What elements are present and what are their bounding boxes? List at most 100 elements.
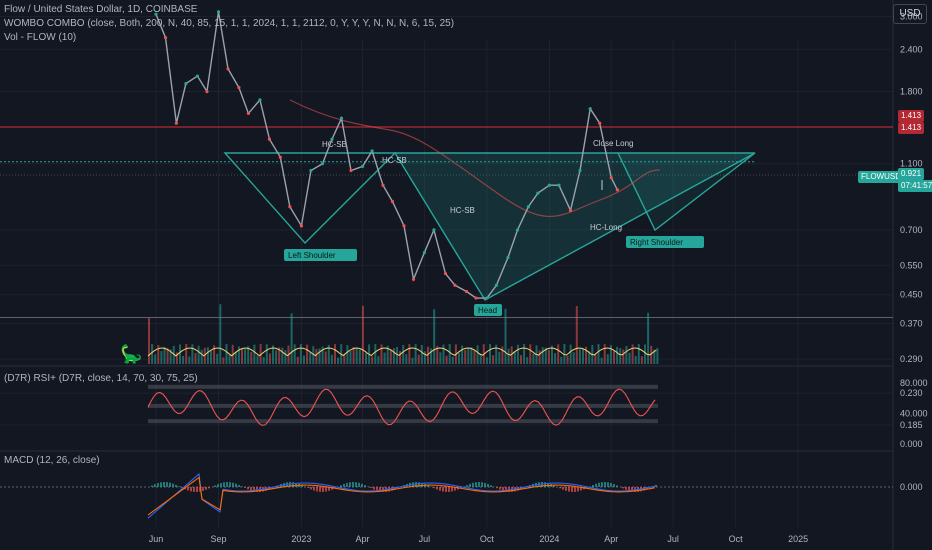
volume-bar [625,345,628,364]
volume-bar [585,346,588,364]
volume-bar [622,349,625,364]
price-point [609,176,613,180]
volume-bar [408,344,411,364]
rsi-level-band [148,384,658,389]
volume-bar [169,349,172,364]
price-tick-label: 0.550 [900,260,923,270]
price-point [278,155,282,159]
macd-histogram-bar [322,487,324,492]
macd-histogram-bar [610,483,612,487]
volume-bar [448,344,451,364]
volume-bar [451,356,454,364]
volume-bar [380,344,383,364]
macd-histogram-bar [373,487,375,490]
macd-signal-line [147,476,656,516]
price-point [205,89,209,94]
indicator-macd-legend[interactable]: MACD (12, 26, close) [4,455,100,466]
macd-histogram-bar [589,486,591,487]
volume-bar [647,312,650,364]
volume-bar [498,351,501,364]
signal-label: HC-SB [382,156,407,165]
signal-label: Close Long [593,139,633,148]
volume-bar [628,352,631,364]
price-point [370,149,374,153]
indicator-volume-legend[interactable]: Vol - FLOW (10) [4,32,77,43]
volume-bar [163,346,166,364]
volume-bar [417,354,420,364]
macd-histogram-bar [217,484,219,487]
volume-bar [461,345,464,364]
volume-bar [315,349,318,364]
price-point [267,137,272,141]
rsi-level-band [148,403,658,408]
macd-histogram-bar [481,482,483,487]
price-point [588,107,592,111]
volume-bar [572,352,575,364]
macd-histogram-bar [316,487,318,492]
volume-bar [650,345,653,364]
price-tick-label: 3.000 [900,12,923,22]
volume-bar [616,346,619,364]
macd-histogram-bar [193,487,195,492]
volume-bar [293,344,296,364]
macd-histogram-bar [301,485,303,487]
indicator-rsi-legend[interactable]: (D7R) RSI+ (D7R, close, 14, 70, 30, 75, … [4,373,198,384]
macd-histogram-bar [307,487,309,488]
price-point [381,183,385,187]
macd-histogram-bar [544,482,546,487]
volume-bar [575,306,578,364]
macd-line [147,472,656,519]
macd-histogram-bar [568,487,570,492]
macd-histogram-bar [442,487,444,492]
rsi-level-band [148,419,658,424]
price-point [237,85,241,90]
price-line [155,11,619,299]
indicator-wombo-legend[interactable]: WOMBO COMBO (close, Both, 200, N, 40, 85… [4,18,455,29]
price-point [288,205,292,209]
price-point [154,12,158,16]
head-pattern [393,152,756,301]
macd-histogram-bar [571,487,573,492]
volume-bar [191,344,194,364]
volume-bar [296,356,299,364]
volume-bar [423,351,426,364]
volume-bar [634,356,637,364]
volume-bar [653,349,656,364]
volume-bar [210,350,212,364]
right-shoulder-pattern [617,152,756,232]
volume-bar [306,344,309,364]
volume-bar [225,344,228,364]
volume-bar [157,345,160,364]
volume-bar [179,344,181,364]
volume-bar [256,355,259,364]
volume-bar [619,348,622,364]
time-tick-label: 2024 [539,534,559,544]
price-point [411,277,416,281]
volume-bar [237,346,240,364]
macd-histogram-bar [292,482,294,487]
volume-bar [175,352,178,364]
volume-bar [290,313,293,364]
volume-bar [188,356,191,364]
macd-histogram-bar [181,487,183,488]
volume-bar [281,347,284,364]
macd-histogram-bar [214,485,216,487]
volume-bar [547,349,550,364]
volume-bar [377,356,380,364]
macd-histogram-bar [352,482,354,487]
volume-bar [222,357,225,364]
macd-histogram-bar [565,487,567,491]
volume-bar [327,344,330,364]
macd-histogram-bar [172,483,174,487]
volume-bar [523,344,526,364]
macd-histogram-bar [448,487,450,492]
macd-histogram-bar [484,482,486,487]
volume-bar [405,354,408,364]
volume-bar [557,344,560,364]
price-point [299,224,304,228]
currency-button[interactable]: USD [893,4,927,24]
macd-histogram-bar [472,482,474,487]
macd-histogram-bar [187,487,189,491]
macd-histogram-bar [379,487,381,492]
